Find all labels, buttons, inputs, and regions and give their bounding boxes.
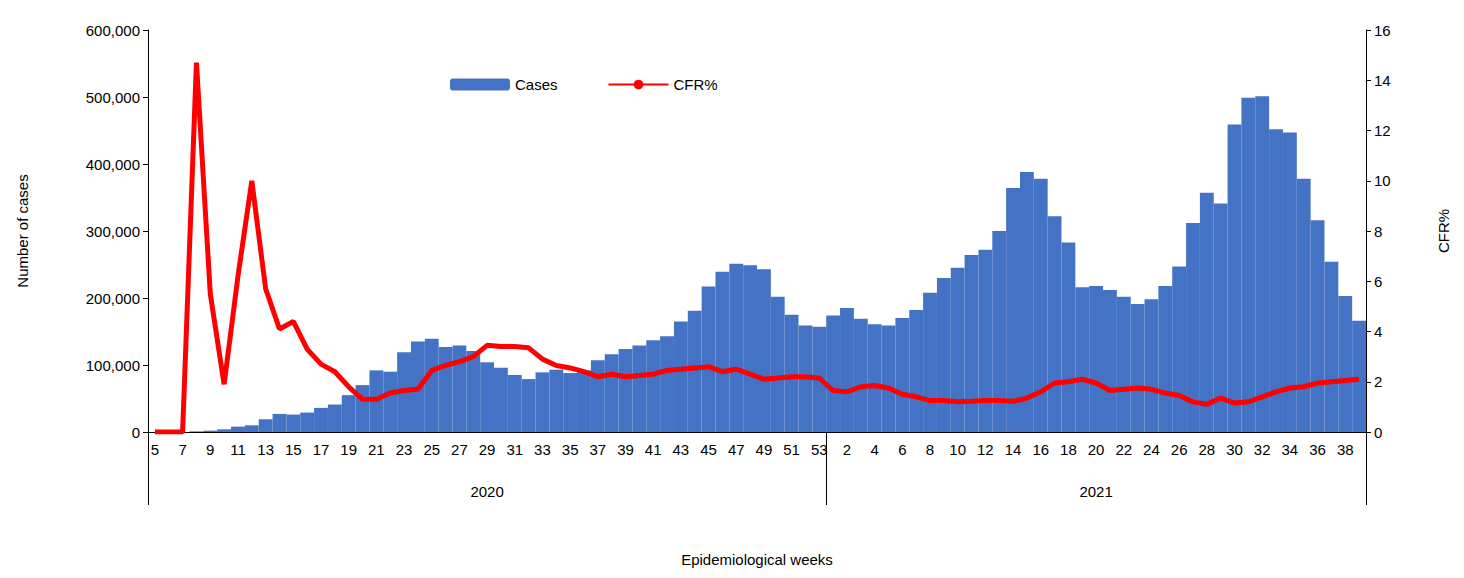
- svg-text:15: 15: [285, 441, 302, 458]
- svg-text:17: 17: [313, 441, 330, 458]
- svg-text:39: 39: [617, 441, 634, 458]
- svg-text:7: 7: [178, 441, 186, 458]
- svg-text:600,000: 600,000: [86, 22, 140, 39]
- svg-text:28: 28: [1198, 441, 1215, 458]
- svg-text:13: 13: [257, 441, 274, 458]
- svg-text:0: 0: [1374, 424, 1382, 441]
- svg-text:19: 19: [340, 441, 357, 458]
- svg-text:Number of cases: Number of cases: [14, 174, 31, 287]
- svg-text:14: 14: [1005, 441, 1022, 458]
- svg-text:32: 32: [1254, 441, 1271, 458]
- svg-text:25: 25: [423, 441, 440, 458]
- svg-text:30: 30: [1226, 441, 1243, 458]
- svg-text:31: 31: [506, 441, 523, 458]
- svg-text:100,000: 100,000: [86, 357, 140, 374]
- svg-text:26: 26: [1171, 441, 1188, 458]
- svg-text:6: 6: [1374, 273, 1382, 290]
- svg-text:10: 10: [949, 441, 966, 458]
- svg-text:Epidemiological weeks: Epidemiological weeks: [681, 551, 833, 568]
- svg-text:22: 22: [1115, 441, 1132, 458]
- svg-text:41: 41: [645, 441, 662, 458]
- svg-text:12: 12: [977, 441, 994, 458]
- svg-text:CFR%: CFR%: [1435, 209, 1452, 253]
- svg-text:8: 8: [1374, 223, 1382, 240]
- svg-text:33: 33: [534, 441, 551, 458]
- svg-text:5: 5: [151, 441, 159, 458]
- svg-text:300,000: 300,000: [86, 223, 140, 240]
- svg-text:500,000: 500,000: [86, 89, 140, 106]
- svg-text:2021: 2021: [1079, 483, 1112, 500]
- svg-text:8: 8: [926, 441, 934, 458]
- svg-text:200,000: 200,000: [86, 290, 140, 307]
- svg-text:36: 36: [1309, 441, 1326, 458]
- svg-text:11: 11: [230, 441, 246, 458]
- svg-text:34: 34: [1282, 441, 1299, 458]
- svg-text:4: 4: [1374, 323, 1382, 340]
- svg-text:27: 27: [451, 441, 468, 458]
- svg-text:4: 4: [870, 441, 878, 458]
- svg-text:18: 18: [1060, 441, 1077, 458]
- svg-text:53: 53: [811, 441, 828, 458]
- svg-text:38: 38: [1337, 441, 1354, 458]
- svg-text:23: 23: [396, 441, 413, 458]
- svg-text:0: 0: [132, 424, 140, 441]
- svg-text:6: 6: [898, 441, 906, 458]
- svg-text:12: 12: [1374, 122, 1391, 139]
- svg-text:21: 21: [368, 441, 385, 458]
- svg-text:24: 24: [1143, 441, 1160, 458]
- svg-text:29: 29: [479, 441, 496, 458]
- svg-text:16: 16: [1032, 441, 1049, 458]
- svg-text:14: 14: [1374, 72, 1391, 89]
- svg-text:10: 10: [1374, 172, 1391, 189]
- svg-text:2: 2: [1374, 373, 1382, 390]
- svg-text:Cases: Cases: [515, 76, 558, 93]
- svg-text:16: 16: [1374, 22, 1391, 39]
- svg-text:400,000: 400,000: [86, 156, 140, 173]
- svg-text:35: 35: [562, 441, 579, 458]
- svg-text:2: 2: [843, 441, 851, 458]
- svg-text:9: 9: [206, 441, 214, 458]
- svg-text:37: 37: [589, 441, 606, 458]
- svg-text:CFR%: CFR%: [674, 76, 718, 93]
- svg-text:51: 51: [783, 441, 800, 458]
- svg-text:45: 45: [700, 441, 717, 458]
- svg-text:43: 43: [673, 441, 690, 458]
- svg-text:47: 47: [728, 441, 745, 458]
- svg-text:2020: 2020: [470, 483, 503, 500]
- svg-text:49: 49: [756, 441, 773, 458]
- svg-text:20: 20: [1088, 441, 1105, 458]
